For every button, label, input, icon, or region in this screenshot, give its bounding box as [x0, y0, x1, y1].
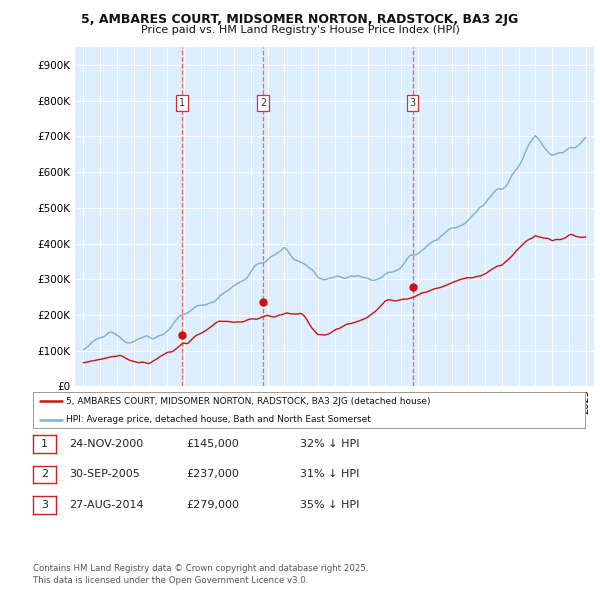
Text: 1: 1: [41, 439, 48, 448]
Text: 5, AMBARES COURT, MIDSOMER NORTON, RADSTOCK, BA3 2JG (detached house): 5, AMBARES COURT, MIDSOMER NORTON, RADST…: [66, 396, 431, 406]
Text: 2: 2: [41, 470, 48, 479]
Text: 2: 2: [260, 98, 266, 108]
Text: £145,000: £145,000: [186, 439, 239, 448]
Text: £279,000: £279,000: [186, 500, 239, 510]
Text: Contains HM Land Registry data © Crown copyright and database right 2025.
This d: Contains HM Land Registry data © Crown c…: [33, 565, 368, 585]
Text: 30-SEP-2005: 30-SEP-2005: [69, 470, 140, 479]
Text: 24-NOV-2000: 24-NOV-2000: [69, 439, 143, 448]
Text: 31% ↓ HPI: 31% ↓ HPI: [300, 470, 359, 479]
Text: £237,000: £237,000: [186, 470, 239, 479]
Text: 3: 3: [409, 98, 416, 108]
Text: 32% ↓ HPI: 32% ↓ HPI: [300, 439, 359, 448]
Text: 3: 3: [41, 500, 48, 510]
Text: Price paid vs. HM Land Registry's House Price Index (HPI): Price paid vs. HM Land Registry's House …: [140, 25, 460, 35]
Text: 5, AMBARES COURT, MIDSOMER NORTON, RADSTOCK, BA3 2JG: 5, AMBARES COURT, MIDSOMER NORTON, RADST…: [82, 13, 518, 26]
Text: HPI: Average price, detached house, Bath and North East Somerset: HPI: Average price, detached house, Bath…: [66, 415, 371, 424]
Text: 35% ↓ HPI: 35% ↓ HPI: [300, 500, 359, 510]
Text: 1: 1: [179, 98, 185, 108]
Text: 27-AUG-2014: 27-AUG-2014: [69, 500, 143, 510]
